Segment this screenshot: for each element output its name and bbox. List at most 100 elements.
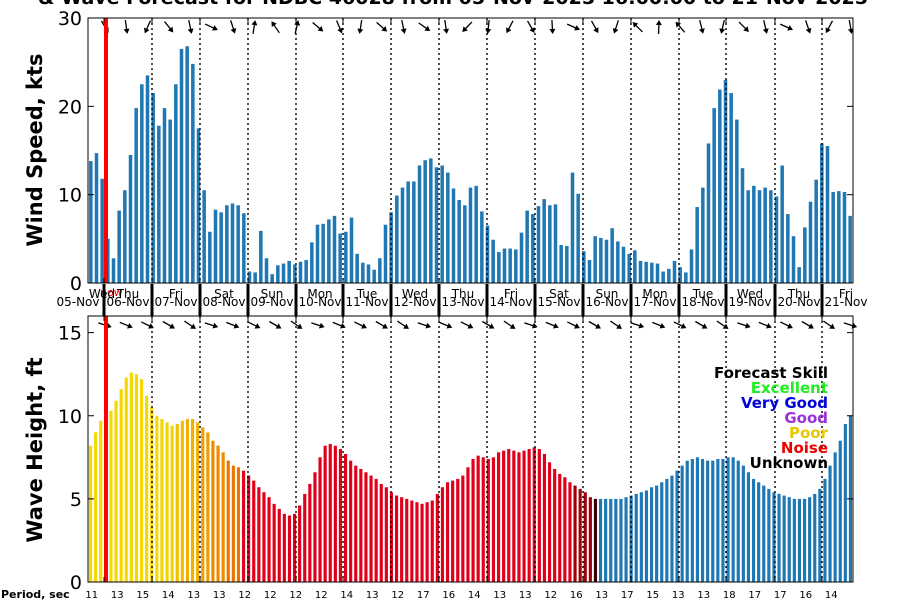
direction-arrow [357,19,364,34]
wind-bar [831,192,835,283]
date-label: 09-Nov [250,295,293,309]
wave-bar [410,500,414,582]
period-tick: 13 [697,590,710,600]
wind-bar [576,193,580,283]
wave-bar [359,468,363,582]
wave-bar [680,465,684,583]
direction-arrow [247,321,261,329]
direction-arrow [524,322,538,329]
wind-bar [542,199,546,283]
wave-bar [170,425,174,583]
wave-bar [833,452,837,582]
day-label: Tue [356,287,378,301]
wave-bar [711,460,715,582]
direction-arrow [311,322,325,329]
direction-arrow [567,321,580,329]
day-separator [102,284,106,316]
wind-bar [786,214,790,283]
wind-bar [440,165,444,283]
period-tick: 13 [366,590,379,600]
wind-bar [463,205,467,283]
legend-unknown: Unknown [750,454,828,472]
wave-bar [695,457,700,582]
wave-bar [777,493,781,582]
wind-bar [168,119,172,283]
wave-bar [813,493,817,582]
wave-bar [201,427,205,582]
wave-bar [221,452,225,582]
wave-bar [838,440,842,582]
wave-bar [287,515,292,582]
wind-bar [752,185,756,283]
wave-bar [425,502,429,582]
wave-bar [461,475,465,582]
date-label: 18-Nov [681,295,724,309]
wave-ytick-label: 0 [70,572,82,594]
wave-bar [578,488,582,582]
wind-bar [706,143,711,283]
direction-arrow [847,19,854,34]
wind-bar [412,181,416,283]
wave-bar [726,457,730,582]
wind-bar [531,214,535,283]
wave-bar [491,457,496,582]
wave-bar [139,379,144,582]
direction-arrow [332,321,346,329]
legend-poor: Poor [789,424,829,442]
wave-bar [802,498,807,583]
wind-bar [565,245,569,283]
period-tick: 14 [162,590,175,600]
day-separator [677,284,681,316]
wave-bar [318,457,322,582]
wave-bar [308,483,312,582]
wind-bar [247,271,252,283]
wave-bar [323,445,327,582]
wind-bar [298,261,303,283]
wind-bar [480,211,484,283]
wind-bar [196,128,201,283]
wind-bar [616,241,620,283]
period-tick: 15 [136,590,149,600]
wind-bar [349,217,354,283]
wave-bar [741,465,745,583]
wave-bar [420,503,424,582]
wind-bar [780,165,784,283]
date-label: 07-Nov [154,295,197,309]
wave-bar [496,452,501,582]
wind-bar [344,231,348,283]
direction-arrow [675,21,686,33]
wind-ylabel: Wind Speed, kts [23,53,47,246]
wind-bar [548,205,552,283]
legend-good: Good [784,409,828,427]
direction-arrow [780,321,793,329]
day-label: Wed [737,287,763,301]
day-separator [246,284,250,316]
day-separator [198,284,202,316]
wind-bar [304,260,308,283]
wave-bar [547,462,552,582]
period-tick: 14 [468,590,481,600]
wind-bar [230,203,235,283]
wave-bar [211,440,215,582]
wind-bar [570,172,575,283]
wave-bar [762,485,766,582]
wave-bar [670,475,674,582]
wind-bar [174,84,178,283]
direction-arrow [144,20,152,34]
wave-bar [226,460,230,582]
wave-ytick-label: 15 [58,323,82,345]
wind-bar [610,228,614,283]
direction-arrow [762,20,769,34]
direction-arrows [98,19,858,329]
period-tick: 13 [213,590,226,600]
wind-bar [837,191,841,283]
wave-bar [721,458,725,583]
direction-arrow [335,20,343,34]
wave-bar [517,452,521,582]
wind-bar [514,249,518,283]
day-gridlines [151,18,823,582]
day-separator [437,284,441,316]
period-tick: 14 [825,590,838,600]
wave-bar [685,460,689,582]
